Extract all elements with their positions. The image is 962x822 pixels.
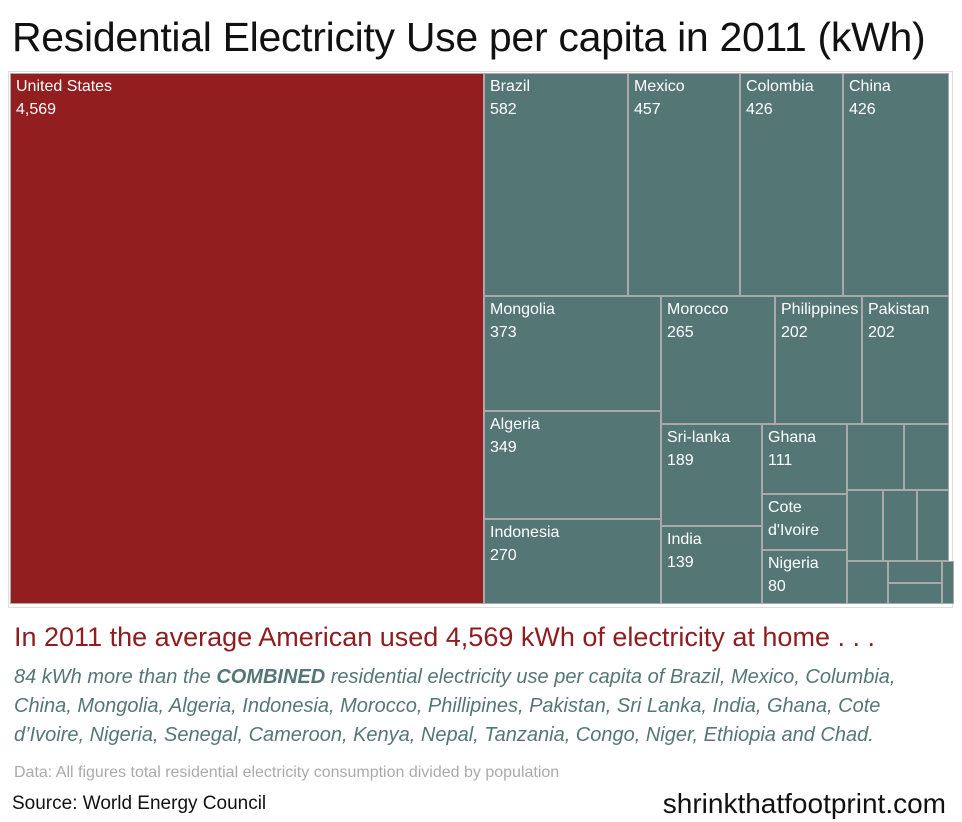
cell-value: 270 — [490, 547, 517, 564]
cell-value: 189 — [667, 452, 694, 469]
source-credit: Source: World Energy Council — [12, 793, 267, 814]
cell-label: Colombia — [746, 78, 814, 95]
site-link[interactable]: shrinkthatfootprint.com — [662, 788, 946, 819]
cell-label: Philippines — [781, 301, 859, 318]
treemap-cell — [847, 424, 904, 490]
treemap-cell — [883, 490, 917, 561]
cell-value: 582 — [490, 101, 517, 118]
cell-label: Ghana — [768, 429, 817, 446]
cell-value: 426 — [746, 101, 773, 118]
cell-value: 202 — [781, 324, 808, 341]
treemap: United States 4,569 Brazil 582 Mexico 457 Colo… — [8, 71, 954, 608]
treemap-cell: Brazil 582 — [484, 73, 628, 296]
cell-label: Mongolia — [490, 301, 555, 318]
treemap-cell — [942, 561, 954, 604]
treemap-cell: Morocco 265 — [661, 296, 775, 424]
cell-value: 373 — [490, 324, 517, 341]
cell-value: 265 — [667, 324, 694, 341]
cell-value: 4,569 — [16, 101, 57, 118]
treemap-cell: Colombia 426 — [740, 73, 843, 296]
cell-label: United States — [16, 78, 113, 95]
treemap-cell: Pakistan 202 — [862, 296, 949, 424]
cell-label: Indonesia — [490, 524, 560, 541]
cell-label: China — [849, 78, 891, 95]
cell-label: Sri-lanka — [667, 429, 731, 446]
treemap-cell — [847, 561, 888, 604]
treemap-cell — [917, 490, 949, 561]
treemap-cell: Sri-lanka 189 — [661, 424, 762, 526]
cell-value: 111 — [768, 452, 793, 469]
cell-label: Mexico — [634, 78, 685, 95]
treemap-cell: India 139 — [661, 526, 762, 604]
treemap-cell: Ghana 111 — [762, 424, 847, 494]
body-bold: COMBINED — [216, 666, 326, 688]
cell-label: Nigeria — [768, 555, 819, 572]
treemap-cell: Mongolia 373 — [484, 296, 661, 411]
cell-value: 426 — [849, 101, 876, 118]
treemap-cell: Philippines 202 — [775, 296, 862, 424]
chart-title: Residential Electricity Use per capita i… — [12, 14, 926, 60]
headline: In 2011 the average American used 4,569 … — [14, 622, 875, 652]
cell-label: Pakistan — [868, 301, 930, 318]
treemap-cell: Indonesia 270 — [484, 519, 661, 604]
data-note: Data: All figures total residential elec… — [14, 764, 560, 781]
treemap-cell — [847, 490, 883, 561]
treemap-cell: Nigeria 80 — [762, 550, 847, 604]
cell-label: Algeria — [490, 416, 540, 433]
cell-value: 139 — [667, 554, 694, 571]
cell-label: Cote d'Ivoire — [768, 499, 820, 539]
cell-value: 80 — [768, 578, 786, 595]
treemap-cell: United States 4,569 — [10, 73, 484, 604]
cell-value: 349 — [490, 439, 517, 456]
treemap-cell — [888, 583, 942, 604]
cell-label: Morocco — [667, 301, 729, 318]
treemap-cell: China 426 — [843, 73, 949, 296]
body-post: residential electricity use per capita o… — [14, 666, 896, 746]
cell-label: Brazil — [490, 78, 531, 95]
cell-label: India — [667, 531, 702, 548]
treemap-cell: Algeria 349 — [484, 411, 661, 519]
body-pre: 84 kWh more than the — [14, 666, 217, 688]
body-text: 84 kWh more than the COMBINED residentia… — [14, 663, 954, 750]
treemap-cell: Mexico 457 — [628, 73, 740, 296]
cell-value: 202 — [868, 324, 895, 341]
treemap-cell — [888, 561, 942, 583]
treemap-cell: Cote d'Ivoire — [762, 494, 847, 550]
cell-value: 457 — [634, 101, 661, 118]
treemap-cell — [904, 424, 949, 490]
